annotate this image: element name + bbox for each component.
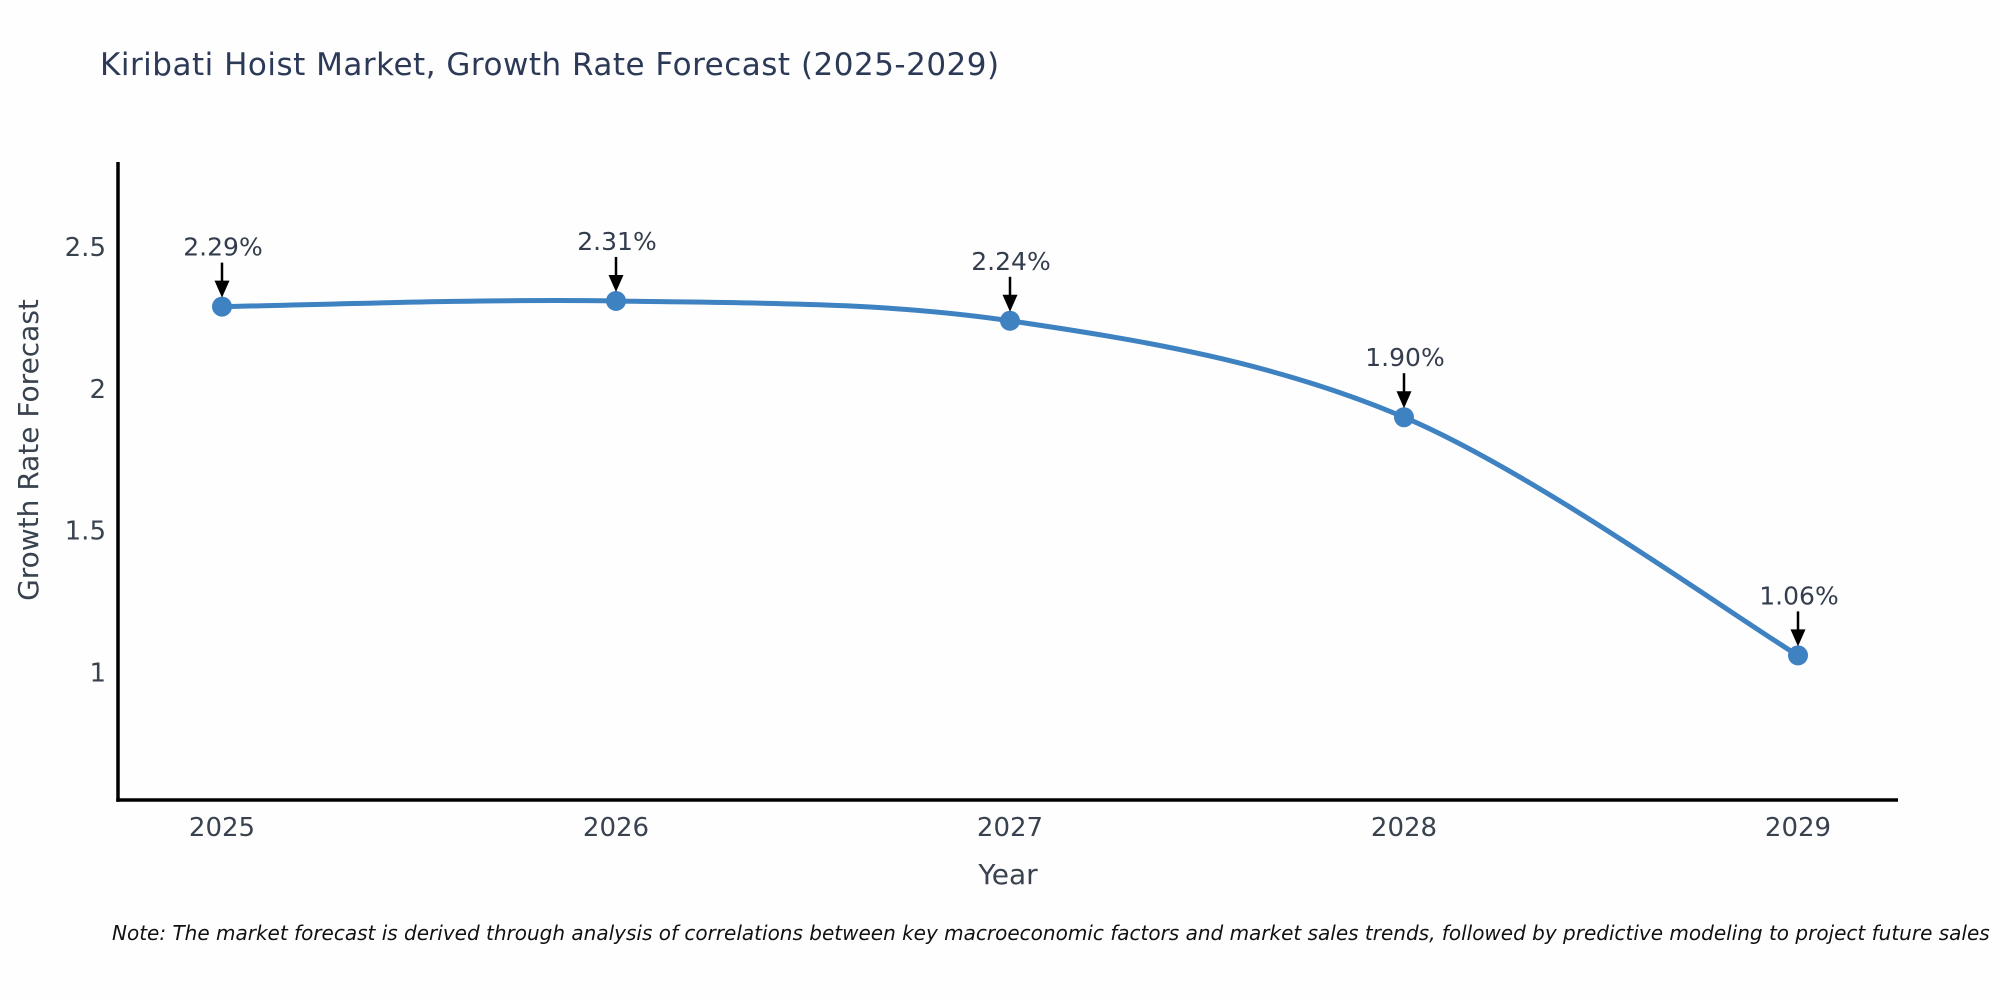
point-annotation-label: 1.06% [1759,581,1838,610]
y-tick-label: 1.5 [65,517,106,547]
data-point-marker [606,290,626,311]
x-tick-label: 2026 [583,813,649,843]
point-annotation-label: 1.90% [1365,343,1444,372]
point-annotation-label: 2.31% [577,227,656,256]
data-point-marker [212,296,232,317]
annotation-arrowhead-icon [1002,294,1018,312]
x-tick-label: 2027 [977,813,1043,843]
annotation-arrowhead-icon [214,280,230,298]
data-point-marker [1394,407,1414,428]
x-axis-title: Year [977,858,1038,891]
y-tick-label: 1 [89,658,106,688]
series-line [219,297,1801,658]
x-tick-label: 2029 [1765,813,1831,843]
data-point-marker [1788,645,1808,666]
footnote: Note: The market forecast is derived thr… [112,921,1990,945]
point-annotation-label: 2.24% [971,247,1050,276]
x-tick-label: 2028 [1371,813,1437,843]
y-tick-label: 2 [89,375,106,405]
point-annotation-label: 2.29% [183,233,262,262]
y-tick-label: 2.5 [65,233,106,263]
data-point-marker [1000,310,1020,331]
chart-title: Kiribati Hoist Market, Growth Rate Forec… [100,47,1000,83]
annotation-arrowhead-icon [1396,391,1412,409]
y-axis-title: Growth Rate Forecast [12,299,45,601]
annotation-arrowhead-icon [1790,629,1806,647]
x-tick-label: 2025 [189,813,255,843]
annotation-arrowhead-icon [608,274,624,292]
